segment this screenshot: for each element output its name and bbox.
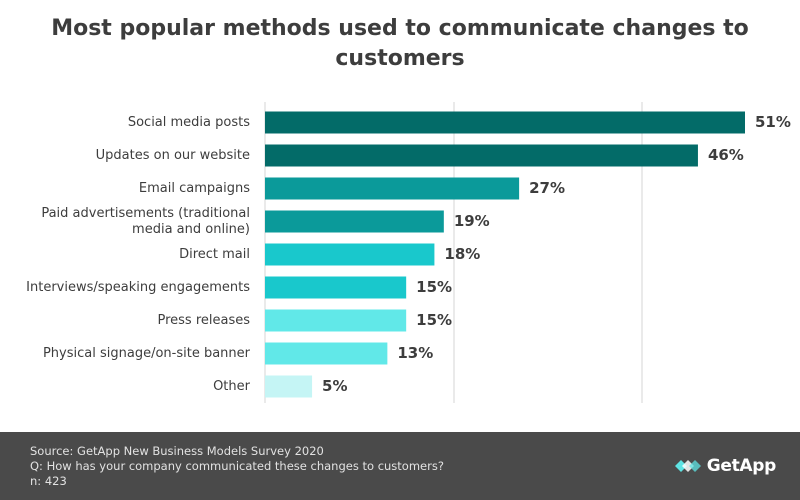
sample-size-note: n: 423 (30, 474, 67, 488)
value-label-2: 27% (529, 179, 565, 197)
question-note: Q: How has your company communicated the… (30, 459, 444, 473)
bar-2 (265, 177, 520, 200)
bar-chart: Social media posts Updates on our website… (26, 102, 791, 403)
bar-3 (265, 210, 444, 233)
bar-5 (265, 276, 407, 299)
category-label-7: Physical signage/on-site banner (43, 346, 251, 361)
bars (265, 111, 745, 398)
bar-6 (265, 309, 407, 332)
value-label-3: 19% (454, 212, 490, 230)
brand-name: GetApp (706, 456, 777, 476)
chart-title: Most popular methods used to communicate… (51, 16, 749, 71)
getapp-logo-icon (674, 460, 701, 472)
bar-1 (265, 144, 698, 167)
bar-0 (265, 111, 745, 134)
value-label-5: 15% (416, 278, 452, 296)
source-note: Source: GetApp New Business Models Surve… (30, 444, 324, 458)
category-label-5: Interviews/speaking engagements (26, 280, 250, 295)
value-label-0: 51% (755, 113, 791, 131)
getapp-brand: GetApp (674, 456, 777, 476)
category-label-1: Updates on our website (96, 148, 250, 163)
value-label-1: 46% (708, 146, 744, 164)
category-label-2: Email campaigns (139, 181, 250, 196)
value-label-4: 18% (444, 245, 480, 263)
category-labels: Social media posts Updates on our website… (26, 115, 250, 394)
category-label-4: Direct mail (179, 247, 250, 262)
value-label-7: 13% (397, 344, 433, 362)
category-label-0: Social media posts (128, 115, 250, 130)
bar-7 (265, 342, 388, 365)
value-labels: 51% 46% 27% 19% 18% 15% 15% 13% 5% (322, 113, 791, 395)
category-label-8: Other (213, 379, 251, 394)
bar-8 (265, 375, 313, 398)
footer: Source: GetApp New Business Models Surve… (0, 432, 800, 500)
category-label-3: Paid advertisements (traditional media an… (41, 206, 250, 237)
category-label-6: Press releases (157, 313, 250, 328)
value-label-8: 5% (322, 377, 347, 395)
bar-4 (265, 243, 435, 266)
value-label-6: 15% (416, 311, 452, 329)
